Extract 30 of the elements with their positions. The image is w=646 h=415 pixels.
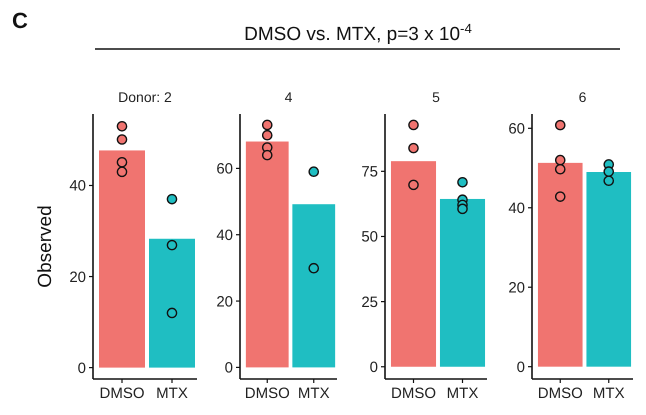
chart-title: 6 xyxy=(578,89,587,105)
y-tick-label: 60 xyxy=(508,120,525,138)
y-tick-label: 0 xyxy=(78,360,86,377)
y-tick-label: 40 xyxy=(216,226,233,244)
y-tick-label: 20 xyxy=(216,293,233,310)
chart-title: 4 xyxy=(284,89,293,105)
x-tick-label: DMSO xyxy=(391,385,436,402)
y-tick-label: 20 xyxy=(508,279,525,296)
y-tick-label: 60 xyxy=(216,160,233,178)
text: DMSO vs. MTX, p=3 x 10$^{-4}$ xyxy=(244,20,472,45)
x-tick-label: MTX xyxy=(298,385,330,402)
y-tick-label: 50 xyxy=(361,228,378,246)
text: C xyxy=(12,8,28,33)
y-axis-title: Observed xyxy=(35,205,56,288)
y-tick-label: 20 xyxy=(69,268,86,286)
x-tick-label: DMSO xyxy=(538,385,583,402)
x-tick-label: MTX xyxy=(446,385,478,402)
x-tick-label: DMSO xyxy=(100,385,144,402)
chart-title: Donor: 2 xyxy=(118,89,172,105)
y-tick-label: 75 xyxy=(361,164,378,181)
x-tick-label: MTX xyxy=(592,385,625,402)
y-tick-label: 40 xyxy=(508,200,525,218)
y-tick-label: 0 xyxy=(370,359,378,376)
chart-title: 5 xyxy=(432,89,440,105)
x-tick-label: DMSO xyxy=(244,385,290,402)
y-tick-label: 25 xyxy=(361,294,378,311)
y-tick-label: 0 xyxy=(224,360,233,377)
y-tick-label: 0 xyxy=(516,358,525,376)
y-tick-label: 40 xyxy=(69,178,86,195)
x-tick-label: MTX xyxy=(156,385,188,402)
